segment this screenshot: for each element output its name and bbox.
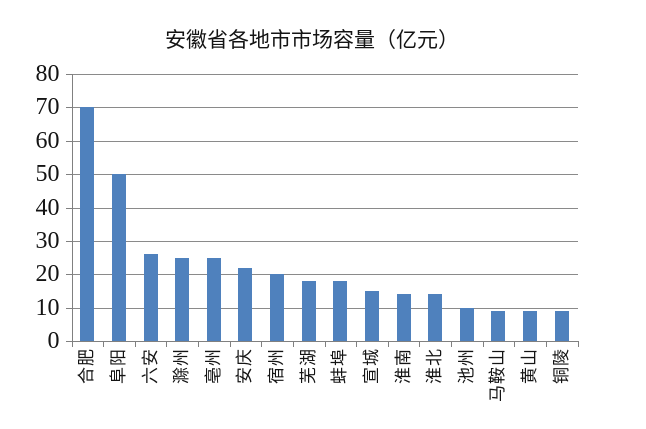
y-axis-tick [65,107,72,109]
bar [364,290,379,341]
x-axis-label: 合肥 [77,348,97,384]
bar [428,294,443,341]
x-axis-label: 六安 [140,348,160,384]
bar [270,274,285,341]
y-axis-tick [65,341,72,342]
y-axis-label: 30 [35,227,60,254]
x-axis-tick [261,341,263,347]
x-axis-label: 亳州 [203,348,223,384]
gridline [71,274,578,276]
x-axis-label: 池州 [456,348,476,384]
bar [523,310,538,341]
bar [175,257,190,341]
x-axis-tick [451,341,452,347]
x-axis-label: 阜阳 [108,348,128,384]
bar [111,174,126,341]
gridline [71,240,578,242]
x-axis-tick [134,341,136,347]
bar [554,310,569,341]
x-axis-tick [577,341,579,347]
chart-title: 安徽省各地市市场容量（亿元） [165,28,459,52]
x-axis-tick [166,341,168,347]
x-axis-tick [103,341,105,347]
x-axis-tick [324,341,326,347]
bar [333,280,348,341]
bar [459,307,474,341]
gridline [71,107,578,109]
y-axis-label: 0 [47,328,60,354]
x-axis-tick [71,341,73,347]
bar [491,310,506,341]
x-axis-label: 蚌埠 [330,348,350,384]
gridline [71,207,578,209]
x-axis-tick [356,341,358,347]
x-axis-label: 安庆 [235,348,255,384]
x-axis-label: 芜湖 [298,348,318,384]
x-axis-tick [419,341,421,347]
bar [396,294,411,341]
y-axis-label: 40 [35,194,60,221]
gridline [71,174,578,176]
x-axis-tick [514,341,516,347]
y-axis-line [71,74,73,341]
y-axis-tick [65,174,72,176]
y-axis-tick [65,207,72,209]
x-axis-tick [482,341,484,347]
y-axis-label: 70 [35,94,60,121]
x-axis-tick [545,341,547,347]
y-axis-label: 80 [35,61,60,87]
x-axis-tick [229,341,231,347]
bar [143,254,158,341]
x-axis-tick [198,341,199,347]
bar [238,267,253,341]
y-axis-tick [65,140,72,142]
y-axis-tick [65,74,72,75]
y-axis-label: 20 [35,261,60,288]
x-axis-label: 黄山 [520,348,540,384]
bar [80,107,95,341]
y-axis-label: 10 [35,294,60,321]
bar [301,280,316,341]
x-axis-label: 宿州 [267,348,287,384]
bar [206,257,221,341]
y-axis-tick [65,240,72,242]
y-axis-tick [65,274,72,276]
x-axis-label: 淮南 [393,348,413,384]
x-axis-label: 马鞍山 [488,348,508,402]
gridline [71,140,578,142]
x-axis-label: 宣城 [361,348,381,384]
y-axis-tick [65,307,72,309]
x-axis-tick [292,341,294,347]
x-axis-tick [387,341,389,347]
gridline [71,74,578,75]
y-axis-label: 60 [35,127,60,154]
x-axis-label: 滁州 [172,348,192,384]
x-axis-label: 铜陵 [551,348,571,384]
gridline [71,307,578,309]
x-axis-label: 淮北 [425,348,445,384]
y-axis-label: 50 [35,161,60,188]
